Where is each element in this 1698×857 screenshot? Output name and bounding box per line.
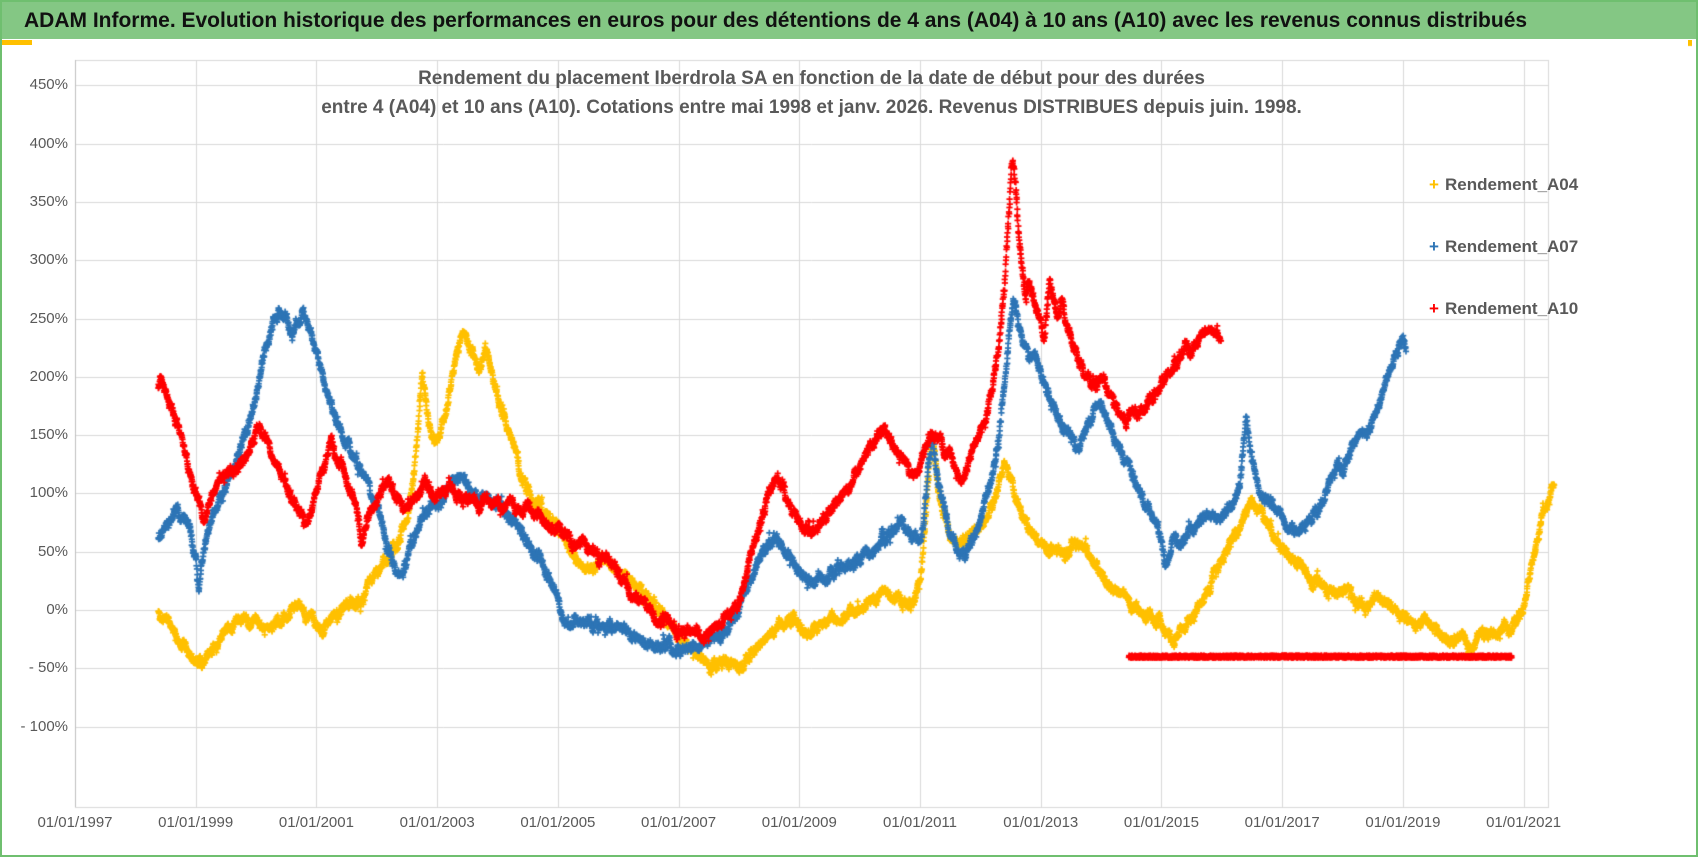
y-axis-tick-label: - 50% <box>28 659 68 677</box>
plus-marker-icon: + <box>1429 299 1439 318</box>
y-axis-tick-label: 50% <box>37 542 68 560</box>
y-axis-tick-label: - 100% <box>20 717 68 735</box>
legend-item-a04[interactable]: + Rendement_A04 <box>1426 172 1578 198</box>
plus-marker-icon: + <box>1429 175 1439 194</box>
x-axis-tick-label: 01/01/1999 <box>158 814 234 831</box>
x-axis-tick-label: 01/01/2011 <box>883 814 958 831</box>
legend-label: Rendement_A07 <box>1445 237 1579 256</box>
y-axis-tick-label: 200% <box>29 367 68 385</box>
x-axis-tick-label: 01/01/2019 <box>1365 814 1441 831</box>
x-axis-tick-label: 01/01/2005 <box>520 814 596 831</box>
legend-item-a10[interactable]: + Rendement_A10 <box>1426 296 1578 322</box>
y-axis-tick-label: 350% <box>29 192 68 210</box>
y-axis-tick-label: 450% <box>29 76 68 94</box>
y-axis-tick-label: 400% <box>29 134 68 152</box>
y-axis-tick-label: 300% <box>29 251 68 269</box>
plus-marker-icon: + <box>1429 237 1439 256</box>
x-axis-tick-label: 01/01/2017 <box>1244 814 1320 831</box>
x-axis-tick-label: 01/01/2001 <box>278 814 354 831</box>
x-axis-tick-label: 01/01/2009 <box>761 814 837 831</box>
legend-label: Rendement_A04 <box>1445 175 1579 194</box>
y-axis-tick-label: 150% <box>29 426 68 444</box>
y-axis-tick-label: 250% <box>29 309 68 327</box>
x-axis-tick-label: 01/01/2015 <box>1123 814 1199 831</box>
x-axis-tick-label: 01/01/2021 <box>1486 814 1562 831</box>
x-axis-tick-label: 01/01/2013 <box>1003 814 1079 831</box>
legend-item-a07[interactable]: + Rendement_A07 <box>1426 234 1578 260</box>
legend-label: Rendement_A10 <box>1445 299 1579 318</box>
x-axis-tick-label: 01/01/1997 <box>37 814 113 831</box>
x-axis-tick-label: 01/01/2003 <box>399 814 475 831</box>
y-axis-tick-label: 100% <box>29 484 68 502</box>
x-axis-tick-label: 01/01/2007 <box>641 814 717 831</box>
y-axis-tick-label: 0% <box>46 601 68 618</box>
